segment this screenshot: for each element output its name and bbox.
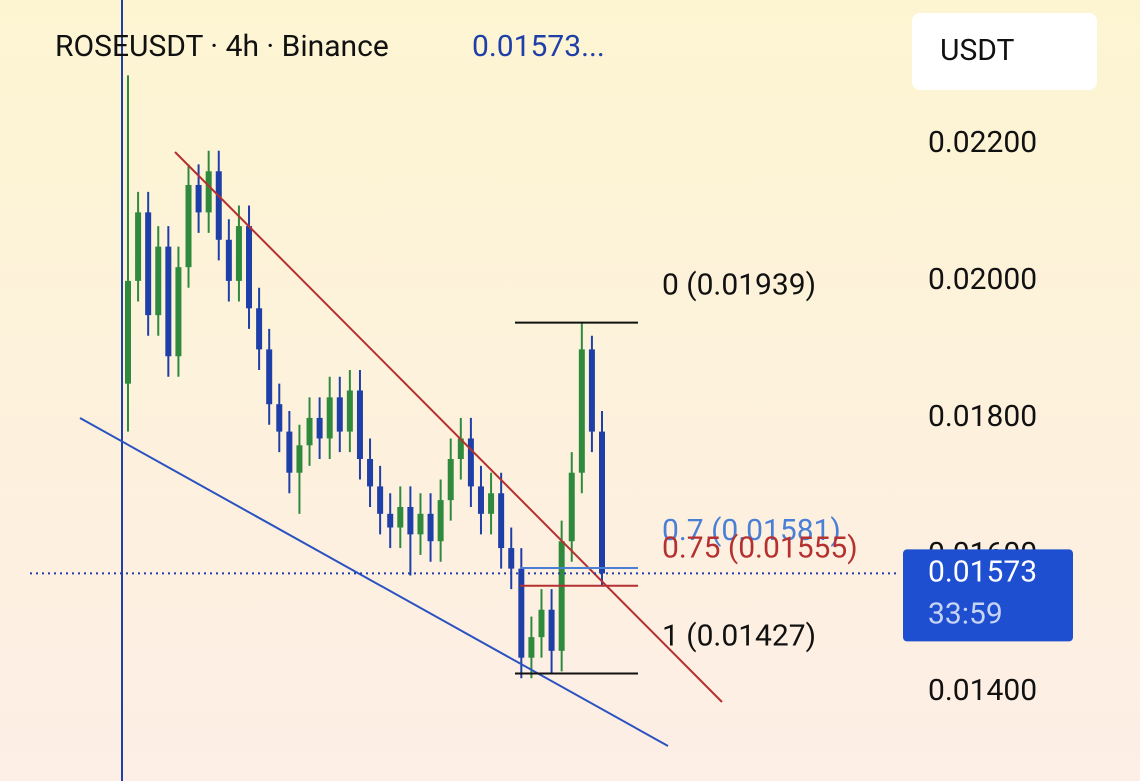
candle-body bbox=[256, 308, 263, 350]
candle-body bbox=[276, 404, 283, 432]
currency-button[interactable] bbox=[912, 13, 1097, 90]
candle-body bbox=[175, 267, 182, 357]
candle-body bbox=[599, 431, 605, 574]
candle-body bbox=[457, 438, 464, 460]
candle-body bbox=[215, 171, 222, 240]
y-tick-label: 0.01400 bbox=[928, 673, 1037, 708]
candle-body bbox=[246, 226, 253, 309]
y-tick-label: 0.02000 bbox=[928, 262, 1037, 297]
currency-button-label[interactable]: USDT bbox=[940, 33, 1015, 68]
candle-body bbox=[447, 459, 454, 501]
y-tick-label: 0.02200 bbox=[928, 125, 1037, 160]
candle-body bbox=[135, 212, 142, 281]
candle-body bbox=[508, 548, 515, 569]
candle-body bbox=[397, 506, 404, 528]
candle-body bbox=[437, 500, 444, 542]
candle-body bbox=[568, 472, 575, 542]
candle-body bbox=[326, 397, 333, 439]
y-tick-label: 0.01800 bbox=[928, 399, 1037, 434]
candle-body bbox=[367, 459, 374, 487]
candle-body bbox=[588, 349, 595, 432]
candle-body bbox=[578, 349, 585, 473]
candle-body bbox=[558, 541, 565, 651]
candle-body bbox=[427, 513, 434, 542]
last-price-label: 0.01573 bbox=[928, 554, 1037, 589]
fib-label: 0.75 (0.01555) bbox=[662, 531, 858, 566]
countdown-label: 33:59 bbox=[928, 596, 1003, 631]
candle-body bbox=[306, 417, 313, 446]
candle-body bbox=[235, 226, 242, 281]
candle-body bbox=[225, 239, 232, 281]
candle-body bbox=[316, 417, 323, 439]
trend-line-lower bbox=[79, 417, 669, 747]
candle-body bbox=[518, 568, 525, 658]
candle-body bbox=[195, 184, 202, 213]
candle-body bbox=[488, 493, 495, 514]
candle-body bbox=[548, 609, 555, 651]
candle-body bbox=[407, 506, 414, 535]
candle-body bbox=[417, 513, 424, 535]
candle-body bbox=[286, 431, 293, 473]
last-price-box bbox=[903, 549, 1073, 642]
candle-body bbox=[356, 390, 363, 460]
candle-body bbox=[538, 609, 545, 638]
candle-body bbox=[185, 184, 192, 268]
trend-line-upper bbox=[174, 151, 723, 703]
header-price: 0.01573... bbox=[472, 29, 605, 64]
symbol-title: ROSEUSDT · 4h · Binance bbox=[55, 29, 389, 64]
candle-body bbox=[155, 246, 162, 316]
candle-body bbox=[377, 486, 384, 514]
candle-body bbox=[346, 390, 353, 432]
candle-body bbox=[467, 438, 474, 487]
candle-body bbox=[498, 493, 505, 549]
candle-body bbox=[165, 246, 172, 357]
fib-label: 0 (0.01939) bbox=[662, 268, 816, 303]
candle-body bbox=[528, 637, 535, 658]
candle-body bbox=[336, 397, 343, 432]
candle-body bbox=[205, 171, 212, 213]
candle-body bbox=[296, 445, 303, 473]
fib-label: 1 (0.01427) bbox=[662, 618, 816, 653]
fib-label: 0.7 (0.01581) bbox=[662, 513, 841, 548]
candle-body bbox=[266, 349, 273, 405]
candle-body bbox=[387, 513, 394, 528]
candle-body bbox=[145, 212, 152, 316]
candle-body bbox=[125, 280, 131, 384]
candle-body bbox=[477, 486, 484, 514]
